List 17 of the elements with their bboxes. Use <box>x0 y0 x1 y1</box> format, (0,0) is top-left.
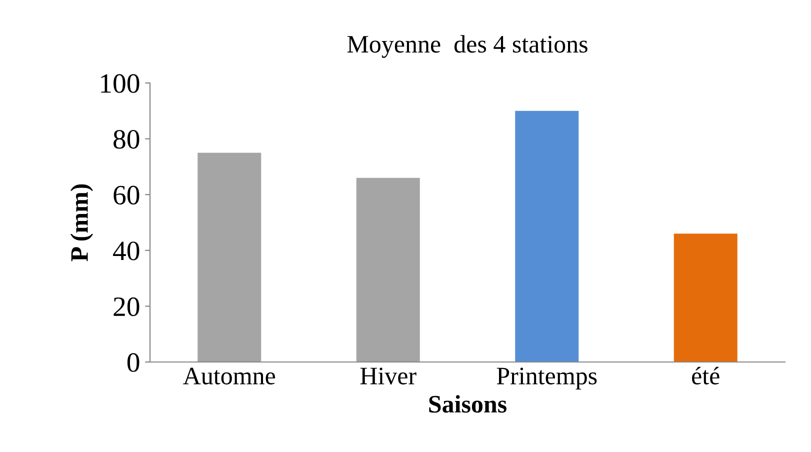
bar <box>198 152 262 362</box>
bar <box>674 234 738 362</box>
bar <box>356 178 420 362</box>
x-axis-title: Saisons <box>429 395 506 413</box>
y-tick-label: 0 <box>127 353 140 372</box>
y-axis-title: P (mm) <box>70 184 94 262</box>
chart-title: Moyenne des 4 stations <box>347 35 588 58</box>
y-tick-label: 20 <box>114 297 140 316</box>
x-tick-label: Automne <box>183 368 276 384</box>
x-tick-label: Hiver <box>360 368 416 384</box>
y-tick-label: 40 <box>113 242 140 260</box>
x-tick-label: été <box>692 366 720 384</box>
x-tick-label: Printemps <box>496 368 597 390</box>
y-tick-label: 80 <box>114 130 140 149</box>
bar <box>515 110 579 362</box>
y-tick-label: 60 <box>114 186 140 205</box>
y-tick-label: 100 <box>101 74 140 93</box>
